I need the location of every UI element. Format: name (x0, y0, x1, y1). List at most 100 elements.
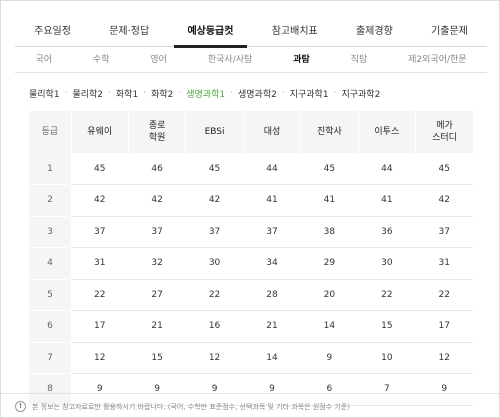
score-cell: 15 (128, 342, 186, 374)
score-cell: 22 (185, 279, 244, 311)
score-cell: 34 (243, 247, 301, 280)
sub-tab-6[interactable]: 직탐 (350, 55, 368, 65)
score-cell: 45 (71, 153, 129, 185)
score-cell: 45 (415, 153, 473, 185)
table-header-row: 등급 유웨이 종로 학원 EBSi 대성 진학사 이투스 메가 스터디 (29, 111, 473, 153)
score-cell: 37 (243, 216, 301, 248)
table-row: 7 12 15 12 14 9 10 12 (29, 342, 473, 374)
separator-dot: · (178, 88, 182, 98)
score-cell: 31 (71, 247, 129, 280)
score-cell: 42 (185, 184, 244, 217)
grade-cell: 1 (29, 153, 71, 185)
separator-dot: · (143, 88, 147, 98)
score-cell: 9 (185, 373, 244, 406)
score-cell: 42 (128, 184, 186, 217)
table-row: 5 22 27 22 28 20 22 22 (29, 279, 473, 311)
subject-filter-2[interactable]: 물리학2 (72, 89, 104, 100)
grade-cell: 8 (29, 373, 71, 406)
source-column-header: 이투스 (357, 111, 416, 153)
sub-tab-3[interactable]: 영어 (150, 55, 167, 65)
table-row: 3 37 37 37 37 38 36 37 (29, 216, 473, 248)
subject-filter-3[interactable]: 화학1 (115, 89, 139, 100)
sub-tab-1[interactable]: 국어 (35, 55, 53, 65)
score-cell: 27 (128, 279, 186, 311)
table-row: 4 31 32 30 34 29 30 31 (29, 247, 473, 280)
grade-cut-table: 등급 유웨이 종로 학원 EBSi 대성 진학사 이투스 메가 스터디 1 45 46 45 44 45… (29, 111, 473, 406)
score-cell: 7 (358, 373, 416, 406)
score-cell: 44 (243, 153, 301, 185)
sub-tab-7[interactable]: 제2외국어/한문 (408, 55, 467, 65)
separator-dot: · (281, 88, 285, 98)
separator-dot: · (108, 88, 111, 98)
table-row: 1 45 46 45 44 45 44 45 (29, 153, 473, 185)
score-cell: 44 (358, 153, 416, 185)
grade-cell: 3 (29, 216, 71, 248)
score-cell: 6 (300, 373, 359, 406)
sub-tab-2[interactable]: 수학 (92, 55, 110, 65)
score-cell: 45 (300, 153, 359, 185)
subject-filter-1[interactable]: 물리학1 (29, 89, 60, 100)
score-cell: 14 (300, 310, 359, 343)
footer-notice-bar: ! 본 정보는 참고자료로만 활용하시기 바랍니다. (국어, 수학만 표준점수… (1, 393, 500, 418)
source-column-header: 종로 학원 (127, 111, 186, 153)
score-cell: 36 (358, 216, 416, 248)
subject-filter-8[interactable]: 지구과학2 (341, 89, 381, 100)
separator-dot: · (333, 88, 337, 98)
footer-notice-text: 본 정보는 참고자료로만 활용하시기 바랍니다. (국어, 수학만 표준점수, … (32, 402, 350, 411)
subject-filter-list: 물리학1 · 물리학2 · 화학1 · 화학2 · 생명과학1 · 생명과학2 · 지구과학1 · 지구과학… (29, 85, 380, 101)
separator-dot: · (230, 88, 233, 98)
main-tab-2[interactable]: 문제·정답 (109, 26, 150, 37)
score-cell: 12 (71, 342, 129, 374)
score-cell: 38 (300, 216, 359, 248)
score-cell: 14 (243, 342, 301, 374)
separator-dot: · (64, 88, 68, 98)
score-cell: 37 (415, 216, 473, 248)
main-tab-bar: 주요일정 문제·정답 예상등급컷 참고배치표 출제경향 기출문제 (15, 19, 487, 48)
main-tab-6[interactable]: 기출문제 (431, 26, 468, 37)
score-cell: 28 (243, 279, 301, 311)
score-cell: 9 (415, 373, 473, 406)
score-cell: 22 (358, 279, 416, 311)
score-cell: 45 (185, 153, 244, 185)
score-cell: 22 (71, 279, 129, 311)
source-column-header: 메가 스터디 (415, 111, 473, 153)
score-cell: 41 (300, 184, 359, 217)
main-tab-5[interactable]: 출제경향 (355, 26, 393, 37)
sub-tab-bar: 국어 수학 영어 한국사/사탐 과탐 직탐 제2외국어/한문 (15, 48, 487, 73)
score-cell: 9 (243, 373, 301, 406)
grade-cell: 4 (29, 247, 71, 280)
source-column-header: 대성 (242, 111, 301, 153)
subject-filter-6[interactable]: 생명과학2 (237, 89, 277, 100)
table-body: 1 45 46 45 44 45 44 45 2 42 42 42 41 41 41 42 3 37 37 37 37 3… (29, 153, 473, 406)
sub-tab-4[interactable]: 한국사/사탐 (207, 55, 253, 65)
score-cell: 37 (128, 216, 186, 248)
score-cell: 16 (185, 310, 244, 343)
score-cell: 42 (415, 184, 473, 217)
score-cell: 22 (415, 279, 473, 311)
main-tab-1[interactable]: 주요일정 (34, 26, 71, 37)
score-cell: 21 (243, 310, 301, 343)
score-cell: 9 (128, 373, 186, 406)
score-cell: 41 (243, 184, 301, 217)
main-tab-4[interactable]: 참고배치표 (271, 26, 318, 37)
subject-filter-4[interactable]: 화학2 (151, 89, 174, 100)
score-cell: 20 (300, 279, 359, 311)
score-cell: 31 (415, 247, 473, 280)
score-cell: 17 (71, 310, 129, 343)
score-cell: 46 (128, 153, 186, 185)
sub-tab-5[interactable]: 과탐 (293, 55, 310, 65)
score-cell: 37 (185, 216, 244, 248)
score-cell: 30 (185, 247, 244, 280)
score-cell: 37 (71, 216, 129, 248)
score-cell: 10 (358, 342, 416, 374)
subject-filter-5[interactable]: 생명과학1 (186, 89, 226, 100)
main-tab-3[interactable]: 예상등급컷 (168, 19, 252, 48)
score-cell: 17 (415, 310, 473, 343)
info-icon: ! (15, 401, 26, 412)
source-column-header: 유웨이 (70, 111, 129, 153)
score-cell: 32 (128, 247, 186, 280)
score-cell: 9 (71, 373, 129, 406)
subject-filter-7[interactable]: 지구과학1 (289, 89, 329, 100)
